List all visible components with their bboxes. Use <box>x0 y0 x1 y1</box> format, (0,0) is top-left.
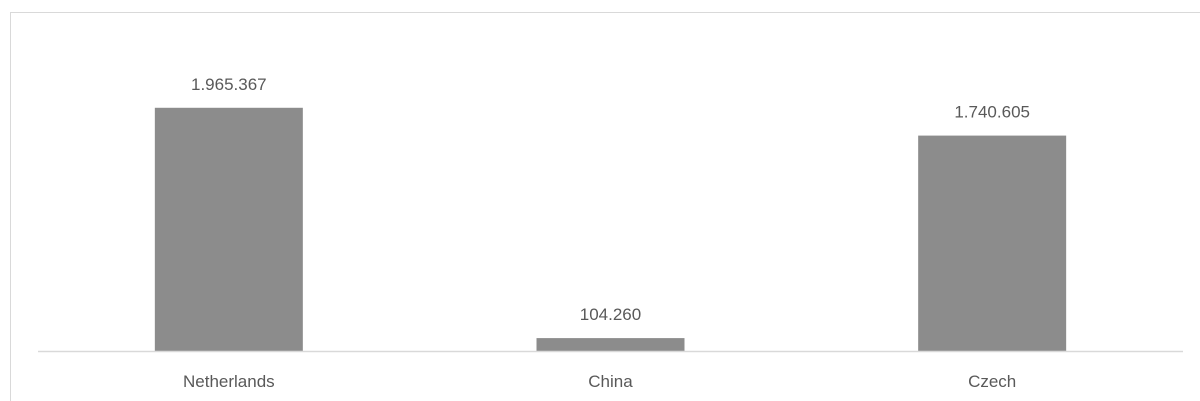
data-label-czech: 1.740.605 <box>954 103 1030 122</box>
bar-group <box>154 107 1067 352</box>
x-tick-label-netherlands: Netherlands <box>183 372 275 391</box>
x-tick-label-group: Netherlands China Czech <box>183 372 1016 391</box>
bar-china <box>536 338 685 351</box>
x-tick-label-czech: Czech <box>968 372 1016 391</box>
data-label-group: 1.965.367 104.260 1.740.605 <box>191 75 1030 324</box>
bar-netherlands <box>154 107 303 352</box>
data-label-netherlands: 1.965.367 <box>191 75 267 94</box>
bar-czech <box>918 135 1067 351</box>
x-tick-label-china: China <box>588 372 633 391</box>
data-label-china: 104.260 <box>580 305 641 324</box>
